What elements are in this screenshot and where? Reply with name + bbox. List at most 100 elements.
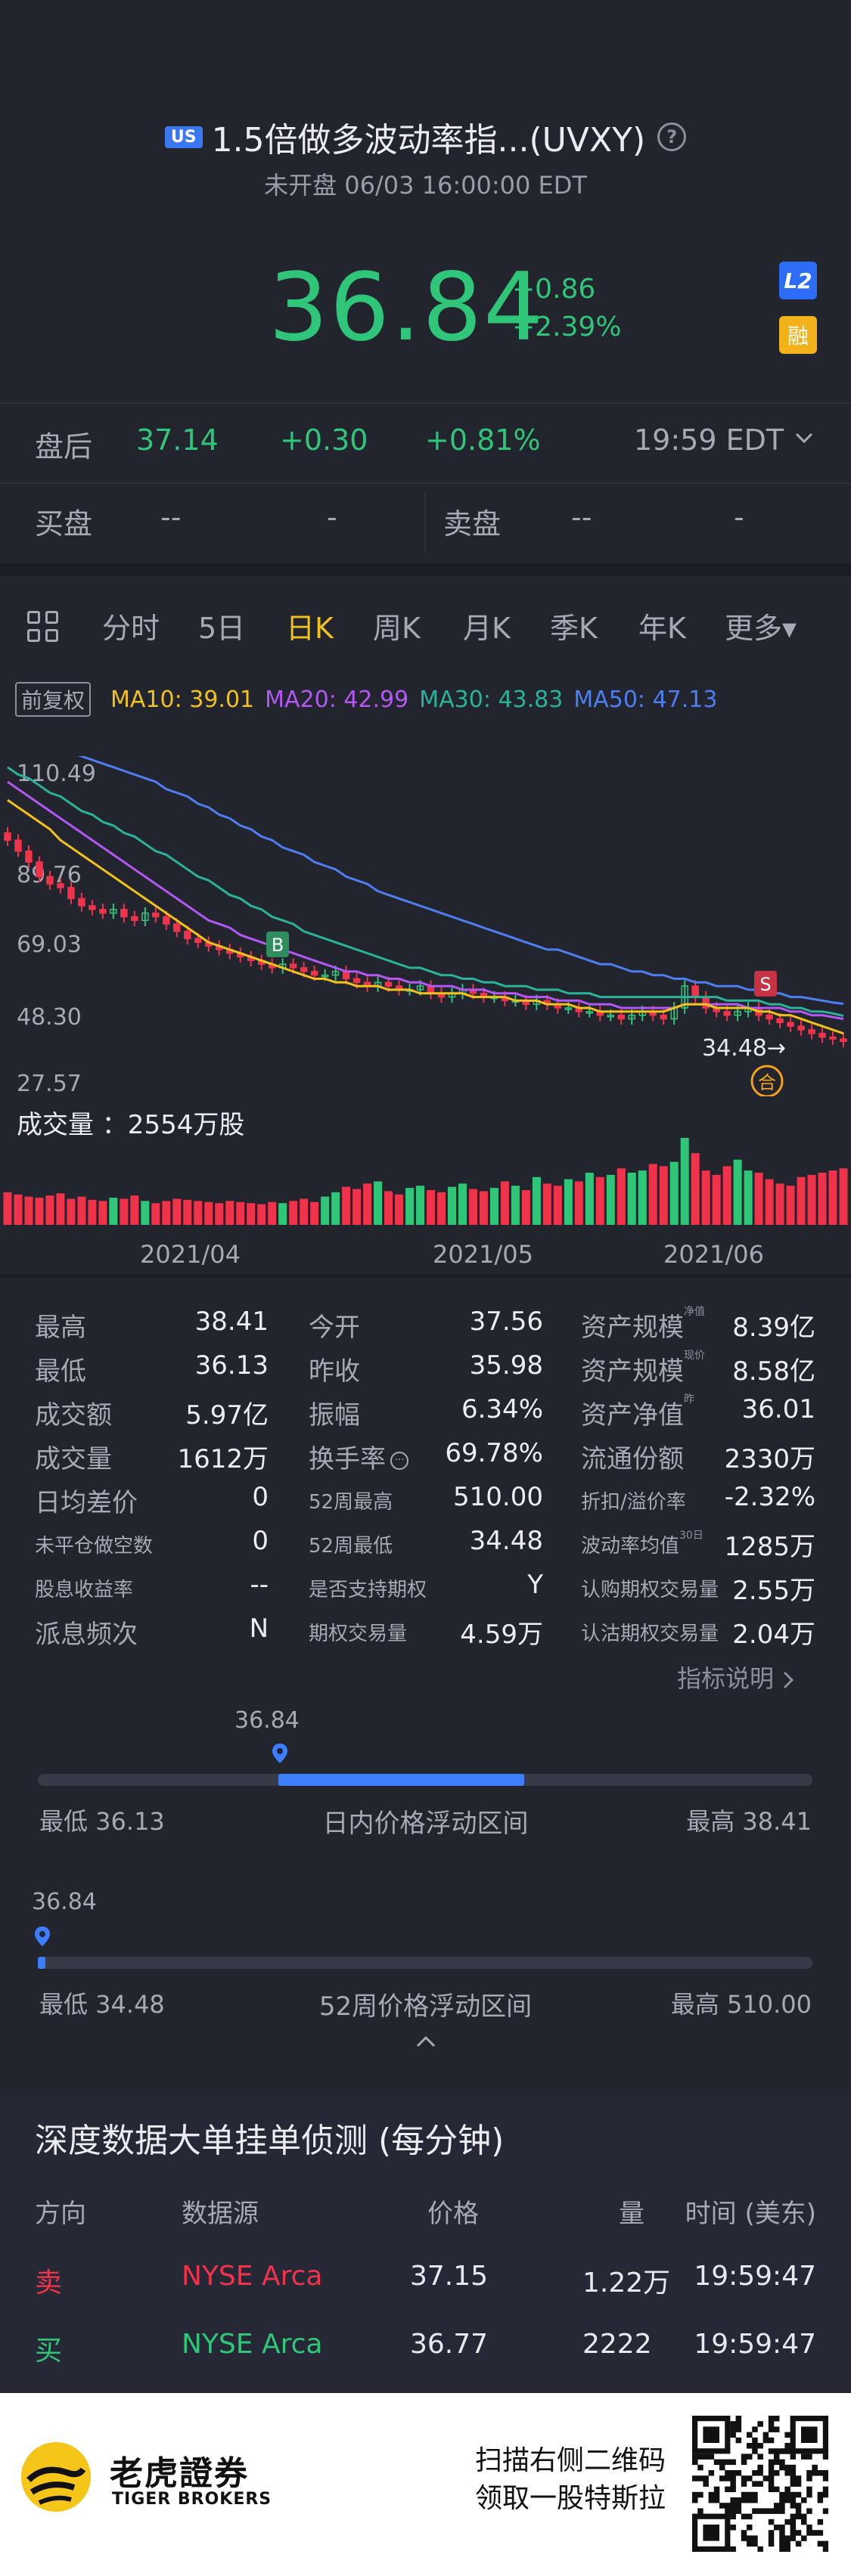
candle xyxy=(25,850,33,863)
market-status: 未开盘 06/03 16:00:00 EDT xyxy=(264,171,587,200)
volume-bar xyxy=(765,1179,774,1225)
sell-marker[interactable]: S xyxy=(754,971,777,997)
brand-name-en: TIGER BROKERS xyxy=(112,2490,272,2509)
volume-bar xyxy=(24,1196,33,1225)
candle xyxy=(163,916,170,925)
after-hours-time[interactable]: 19:59 EDT xyxy=(634,423,784,457)
x-tick-label: 2021/05 xyxy=(433,1240,533,1269)
chevron-up-icon[interactable] xyxy=(415,2034,437,2052)
stat-value: N xyxy=(249,1613,269,1644)
margin-badge[interactable]: 融 xyxy=(779,316,817,354)
divider xyxy=(424,491,426,552)
volume-bar xyxy=(680,1138,689,1225)
volume-bar xyxy=(374,1181,383,1225)
ma20-value: MA20: 42.99 xyxy=(265,686,409,713)
tab-quarterly-k[interactable]: 季K xyxy=(550,612,598,645)
stat-value: 4.59万 xyxy=(460,1620,543,1650)
stat-label: 是否支持期权 xyxy=(309,1579,427,1601)
volume-bar xyxy=(321,1196,330,1225)
week52-high: 最高 510.00 xyxy=(670,1990,812,2019)
volume-bar xyxy=(183,1199,192,1225)
volume-bar xyxy=(331,1192,340,1225)
current-price: 36.84 xyxy=(269,253,545,362)
ask-price: -- xyxy=(571,501,592,534)
tab-intraday[interactable]: 分时 xyxy=(102,612,160,645)
stat-label: 日均差价 xyxy=(35,1488,138,1518)
volume-bar xyxy=(342,1186,351,1225)
stat-label: 波动率均值30日 xyxy=(581,1530,703,1558)
volume-bar xyxy=(775,1183,784,1225)
low-annotation: 34.48→ xyxy=(702,1035,786,1062)
ask-size: - xyxy=(734,501,744,534)
intraday-high: 最高 38.41 xyxy=(686,1807,812,1836)
ma20-line xyxy=(7,780,844,1021)
depth-row-source: NYSE Arca xyxy=(182,2261,323,2292)
stat-value: 34.48 xyxy=(469,1526,543,1556)
candle xyxy=(300,967,308,972)
help-icon[interactable]: ? xyxy=(657,122,687,151)
stat-label: 资产规模净值 xyxy=(581,1306,705,1343)
volume-bar xyxy=(353,1189,362,1225)
candle xyxy=(194,938,202,944)
volume-bar xyxy=(162,1201,171,1225)
volume-bar xyxy=(542,1183,551,1225)
stat-value: 2.55万 xyxy=(732,1576,815,1606)
promo-line-1: 扫描右侧二维码 xyxy=(474,2445,666,2476)
tab-weekly-k[interactable]: 周K xyxy=(373,612,421,645)
candle xyxy=(416,985,424,990)
tab-daily-k[interactable]: 日K xyxy=(286,612,334,645)
stat-label: 振幅 xyxy=(309,1400,360,1431)
volume-bar xyxy=(268,1201,277,1225)
level2-badge[interactable]: L2 xyxy=(779,262,817,299)
volume-bar xyxy=(426,1190,435,1225)
svg-text:合: 合 xyxy=(758,1072,776,1093)
stat-label: 认购期权交易量 xyxy=(581,1579,719,1601)
volume-bar xyxy=(77,1196,86,1225)
candle xyxy=(46,876,54,885)
stat-value: 69.78% xyxy=(445,1438,543,1468)
after-hours-label: 盘后 xyxy=(35,430,93,463)
tab-monthly-k[interactable]: 月K xyxy=(463,612,511,645)
chevron-down-icon[interactable] xyxy=(794,431,814,448)
candle xyxy=(702,996,710,1009)
candle xyxy=(184,931,191,940)
stat-label: 派息频次 xyxy=(35,1620,138,1650)
stat-label-note: 30日 xyxy=(679,1530,703,1542)
volume-bar xyxy=(701,1170,710,1225)
tab-5day[interactable]: 5日 xyxy=(198,612,246,645)
candle xyxy=(353,978,361,984)
volume-bar xyxy=(659,1166,668,1225)
volume-bar xyxy=(395,1194,404,1225)
tab-more[interactable]: 更多▾ xyxy=(725,612,797,645)
qr-code-icon[interactable] xyxy=(692,2416,828,2552)
candle xyxy=(734,1011,741,1016)
stat-value: 0 xyxy=(252,1482,269,1512)
candlestick-chart[interactable]: B S 34.48→ 合 xyxy=(0,756,851,1096)
volume-bar xyxy=(828,1170,837,1225)
buy-marker[interactable]: B xyxy=(266,932,289,957)
volume-bar xyxy=(468,1189,477,1225)
promo-line-2: 领取一股特斯拉 xyxy=(474,2483,666,2514)
volume-bar xyxy=(141,1201,150,1225)
volume-bar xyxy=(45,1195,54,1225)
divider xyxy=(0,482,851,484)
week52-range-fill xyxy=(38,1957,45,1969)
candle xyxy=(131,916,138,922)
y-tick-label: 69.03 xyxy=(17,932,82,958)
merge-marker[interactable]: 合 xyxy=(750,1065,784,1096)
candle xyxy=(120,909,128,918)
intraday-current-label: 36.84 xyxy=(234,1707,300,1734)
stat-value: 35.98 xyxy=(469,1350,543,1381)
candle xyxy=(829,1036,837,1040)
volume-chart[interactable] xyxy=(0,1134,851,1229)
adjust-toggle[interactable]: 前复权 xyxy=(15,682,92,717)
candle xyxy=(4,832,11,841)
after-hours-price: 37.14 xyxy=(136,423,219,457)
depth-row-source: NYSE Arca xyxy=(182,2329,323,2360)
volume-bar xyxy=(289,1201,298,1225)
stat-value: 6.34% xyxy=(461,1394,543,1424)
tab-yearly-k[interactable]: 年K xyxy=(638,612,686,645)
indicator-link[interactable]: 指标说明 xyxy=(677,1660,795,1694)
depth-row-price: 36.77 xyxy=(410,2329,489,2360)
grid-icon[interactable] xyxy=(27,611,61,644)
